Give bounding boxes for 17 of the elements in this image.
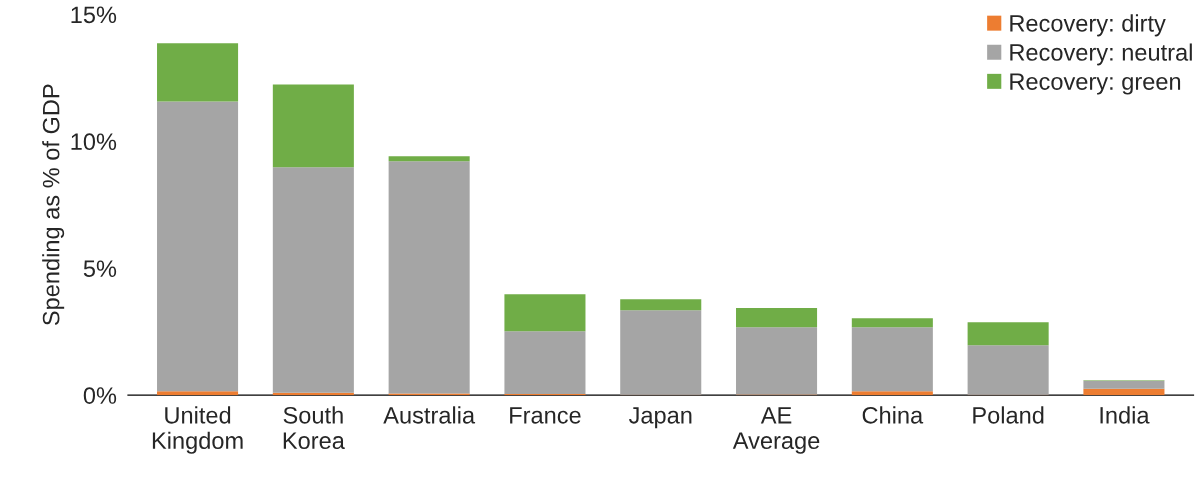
x-tick-label: France (510, 407, 581, 424)
y-tick-label: 10% (71, 133, 117, 151)
y-tick-label: 5% (83, 260, 117, 278)
x-tick-label: South Korea (283, 406, 345, 450)
x-tick-label: India (1100, 406, 1150, 424)
y-axis-title: Spending as % of GDP (42, 84, 65, 326)
x-tick-label: AE Average (732, 407, 820, 454)
legend-label: Recovery: green (1010, 73, 1181, 95)
x-tick-label: Poland (973, 406, 1044, 424)
x-tick-label: United Kingdom (152, 406, 243, 454)
x-tick-label: Australia (383, 406, 476, 424)
x-tick-label: Japan (628, 407, 692, 429)
x-tick-label: China (862, 406, 924, 424)
legend-label: Recovery: neutral (1010, 43, 1192, 66)
legend-label: Recovery: dirty (1010, 14, 1166, 37)
y-tick-label: 15% (71, 6, 117, 24)
y-tick-label: 0% (83, 387, 117, 404)
